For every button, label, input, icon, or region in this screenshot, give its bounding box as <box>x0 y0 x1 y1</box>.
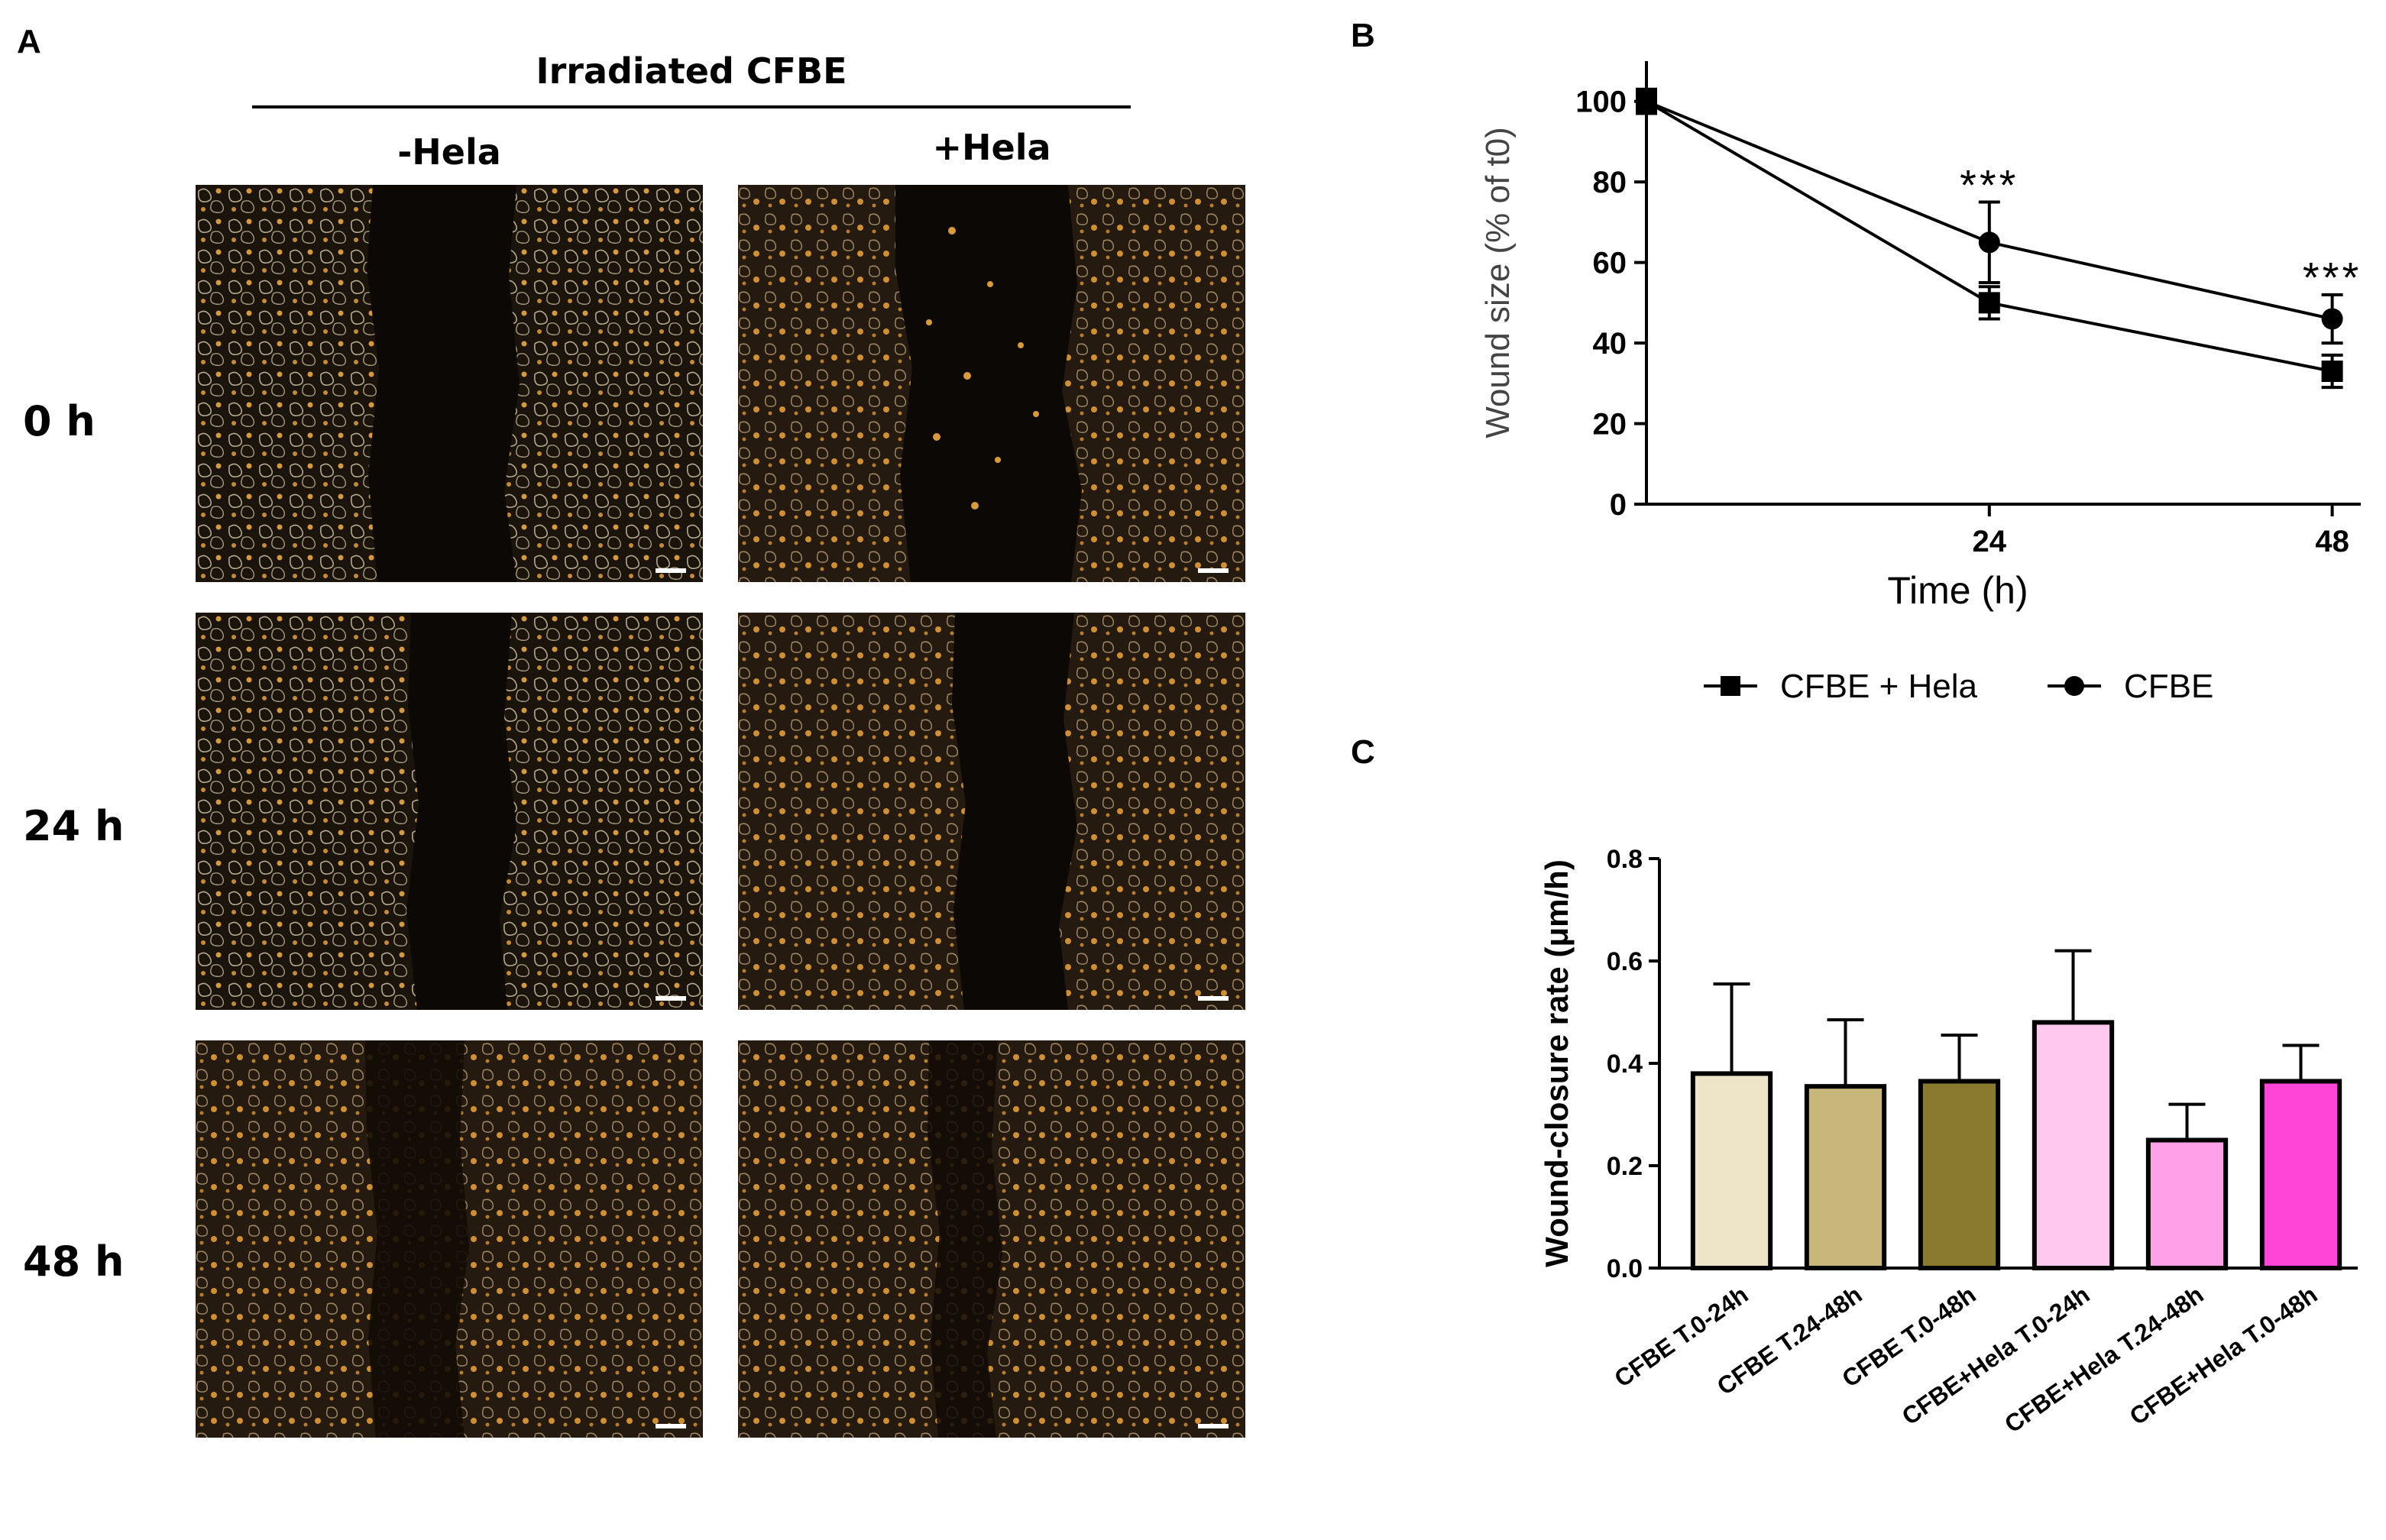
panel-a-header-rule <box>252 105 1131 108</box>
chart-c-y-tick-label: 0.4 <box>1607 1050 1643 1079</box>
chart-b-y-tick-label: 20 <box>1593 408 1627 442</box>
micrograph-24h-minus-hela <box>196 613 703 1010</box>
chart-b-legend-label: CFBE <box>2124 668 2213 705</box>
column-label-plus-hela: +Hela <box>932 127 1051 168</box>
panel-a-header: Irradiated CFBE <box>536 50 847 92</box>
chart-b-legend-label: CFBE + Hela <box>1780 668 1978 705</box>
chart-b-y-tick-label: 80 <box>1593 166 1627 199</box>
chart-c-bar <box>2259 1079 2342 1271</box>
chart-c-y-tick-label: 0.8 <box>1607 845 1643 874</box>
chart-c-y-tick-label: 0.0 <box>1607 1254 1643 1283</box>
chart-b-y-tick-label: 60 <box>1593 247 1627 280</box>
panel-c-letter: C <box>1351 733 1375 771</box>
chart-b-wound-size: 0 20 40 60 80 100 24 48 Time (h) Wound size (% of… <box>1479 61 2362 705</box>
chart-b-point <box>1636 90 1657 112</box>
row-label-0h: 0 h <box>23 397 96 445</box>
chart-b-point <box>1978 231 2000 254</box>
chart-c-bar <box>2145 1137 2229 1270</box>
chart-b-y-tick-label: 0 <box>1610 488 1627 522</box>
row-label-48h: 48 h <box>23 1238 125 1286</box>
panel-b-letter: B <box>1351 17 1375 54</box>
micrograph-48h-minus-hela <box>196 1040 703 1438</box>
panel-a-letter: A <box>17 23 41 60</box>
chart-c-y-tick-label: 0.2 <box>1607 1152 1643 1181</box>
chart-b-x-axis-label: Time (h) <box>1887 569 2028 612</box>
chart-c-bar <box>1690 1071 1773 1270</box>
micrograph-48h-plus-hela <box>738 1040 1245 1438</box>
chart-b-x-tick-label: 48 <box>2315 525 2349 558</box>
chart-b-y-tick-label: 40 <box>1593 327 1627 361</box>
chart-b-point <box>1978 292 2000 314</box>
chart-b-legend-marker <box>2064 676 2084 696</box>
row-label-24h: 24 h <box>23 802 125 850</box>
chart-c-x-tick-label: CFBE+Hela T.0-24h <box>1897 1280 2095 1430</box>
column-label-minus-hela: -Hela <box>397 131 501 173</box>
chart-c-wound-closure-rate: 0.0 0.2 0.4 0.6 0.8 Wound-closure rate (μm/h)… <box>1539 845 2358 1438</box>
chart-b-x-tick-label: 24 <box>1973 525 2007 558</box>
micrograph-0h-plus-hela <box>738 185 1245 582</box>
chart-c-bar <box>1918 1079 2001 1271</box>
chart-b-point <box>2321 308 2343 330</box>
chart-c-x-tick-label: CFBE+Hela T.24-48h <box>1999 1280 2208 1438</box>
chart-b-significance: *** <box>1960 160 2019 209</box>
chart-c-bar <box>2031 1020 2115 1270</box>
chart-b-significance: *** <box>2303 254 2362 302</box>
chart-c-x-tick-label: CFBE+Hela T.0-48h <box>2125 1280 2323 1430</box>
micrograph-0h-minus-hela <box>196 185 703 582</box>
chart-b-legend-marker <box>1721 676 1740 696</box>
chart-c-y-tick-label: 0.6 <box>1607 947 1643 976</box>
micrograph-24h-plus-hela <box>738 613 1245 1010</box>
chart-b-y-axis-label: Wound size (% of t0) <box>1479 127 1517 438</box>
chart-b-y-tick-label: 100 <box>1575 86 1627 119</box>
chart-c-bar <box>1804 1084 1887 1270</box>
chart-b-point <box>2321 361 2343 382</box>
chart-c-y-axis-label: Wound-closure rate (μm/h) <box>1539 859 1575 1267</box>
